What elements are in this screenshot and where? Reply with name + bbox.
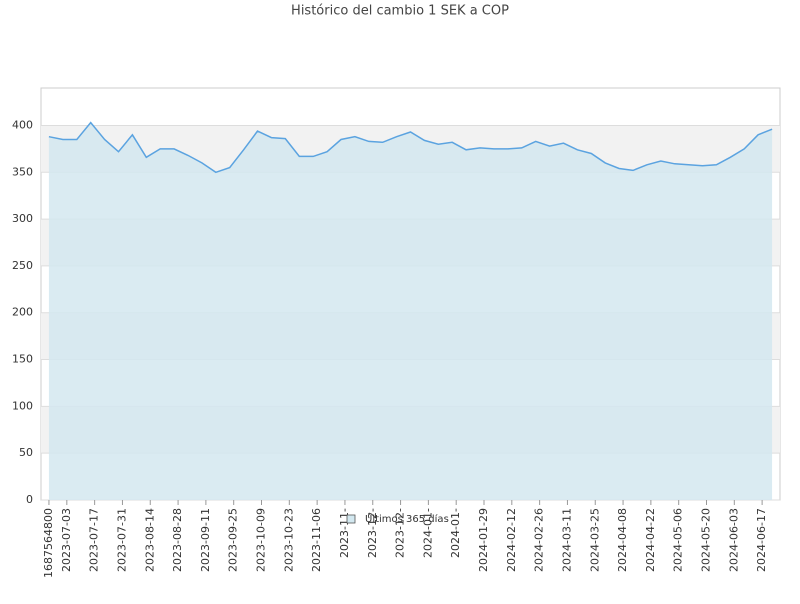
x-tick-label: 2023-07-31	[115, 508, 128, 572]
line	[48, 121, 773, 174]
x-tick-label: 2023-09-25	[227, 508, 240, 572]
y-tick-label: 300	[12, 212, 33, 225]
x-tick-label: 2023-08-14	[143, 508, 156, 572]
y-tick-label: 150	[12, 353, 33, 366]
y-tick-label: 350	[12, 165, 33, 178]
x-tick-label: 2024-06-17	[755, 508, 768, 572]
x-tick-label: 2023-08-28	[171, 508, 184, 572]
x-tick-label: 2023-10-23	[282, 508, 295, 572]
x-tick-label: 2024-02-12	[505, 508, 518, 572]
x-tick-label: 2023-12-	[394, 508, 407, 558]
y-tick-label: 400	[12, 118, 33, 131]
x-tick-label: 2024-04-22	[644, 508, 657, 572]
x-tick-label: 2024-01-	[449, 508, 462, 558]
x-tick-label: 2023-09-11	[199, 508, 212, 572]
legend-swatch	[346, 514, 356, 524]
y-tick-label: 0	[26, 493, 33, 506]
x-tick-label: 2023-07-17	[88, 508, 101, 572]
x-tick-label: 2024-06-03	[727, 508, 740, 572]
legend-label: Últimos 365 días	[365, 512, 449, 525]
x-tick-label: 2024-03-11	[560, 508, 573, 572]
x-tick-label: 2023-11-06	[310, 508, 323, 572]
x-tick-label: 2024-04-08	[616, 508, 629, 572]
chart-title: Histórico del cambio 1 SEK a COP	[291, 4, 509, 19]
area	[48, 122, 773, 500]
x-tick-label: 2024-01-	[421, 508, 434, 558]
y-tick-label: 250	[12, 259, 33, 272]
x-tick-label: 2024-03-25	[588, 508, 601, 572]
y-tick-label: 200	[12, 306, 33, 319]
x-tick-label: 2024-01-29	[477, 508, 490, 572]
x-tick-label: 2023-12-	[366, 508, 379, 558]
x-tick-label: 2023-10-09	[255, 508, 268, 572]
x-tick-label: 2024-02-26	[533, 508, 546, 572]
x-tick-label: 2024-05-06	[672, 508, 685, 572]
y-tick-label: 50	[19, 446, 33, 459]
x-tick-label: 1687564800	[42, 508, 55, 578]
x-tick-label: 2023-07-03	[60, 508, 73, 572]
x-tick-label: 2024-05-20	[699, 508, 712, 572]
y-tick-label: 100	[12, 399, 33, 412]
